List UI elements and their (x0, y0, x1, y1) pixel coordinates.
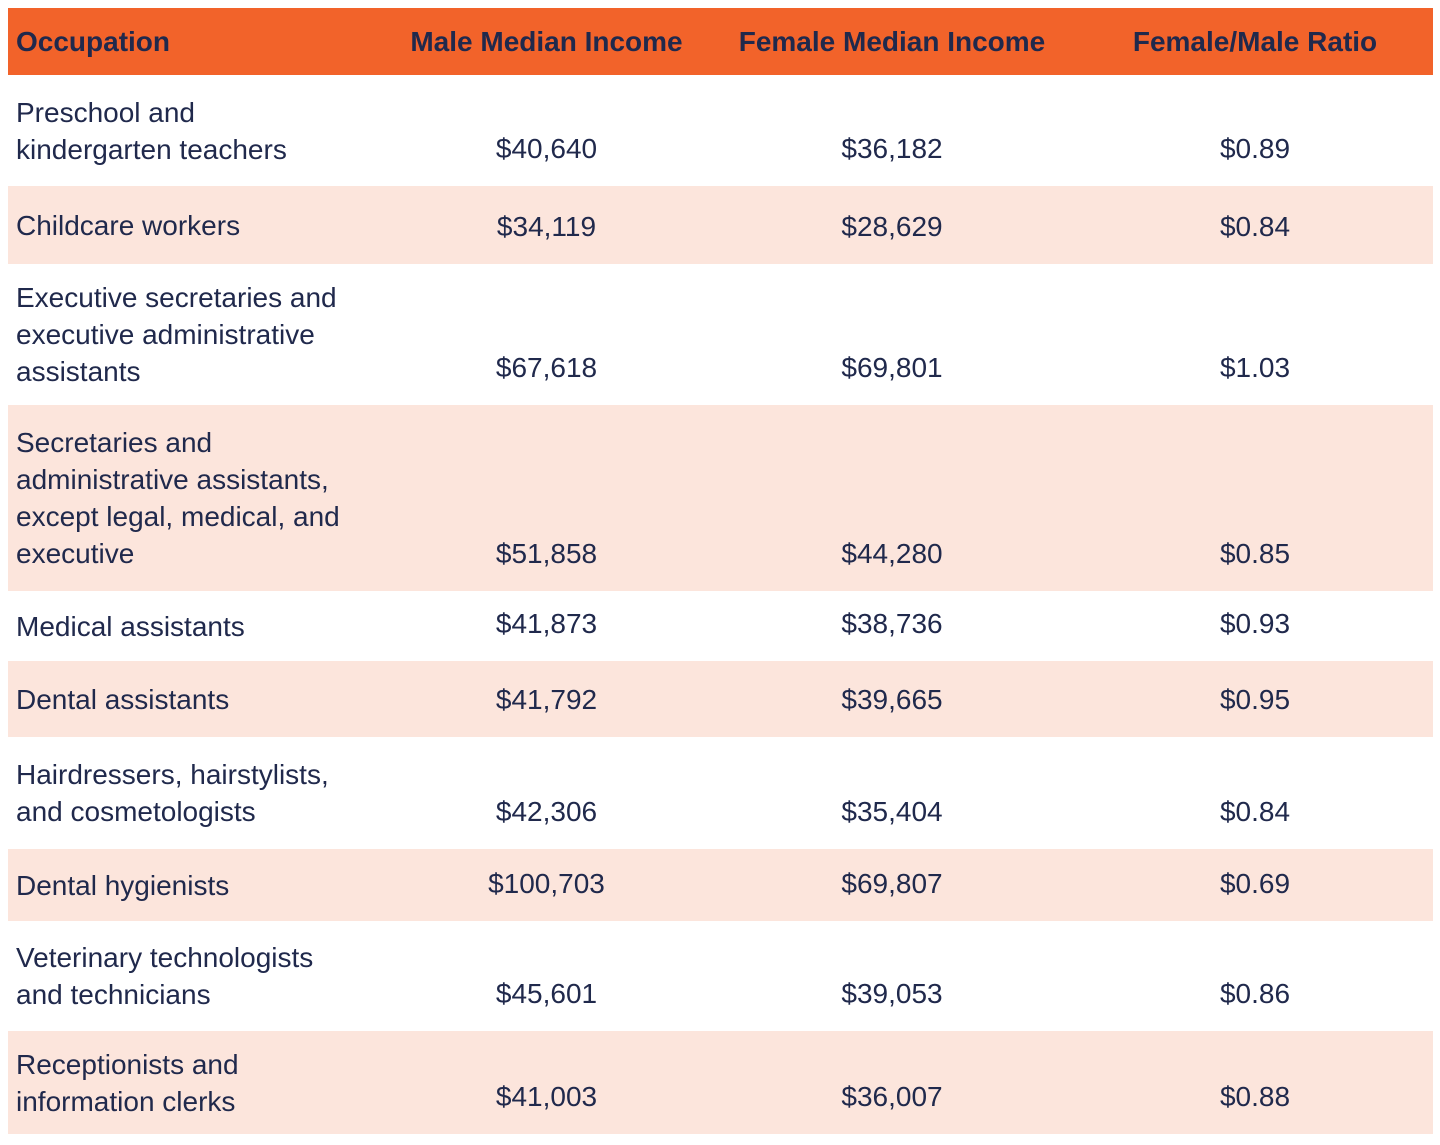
male-income-cell: $41,873 (495, 608, 598, 639)
table-row: Hairdressers, hairstylists, and cosmetol… (8, 737, 1433, 849)
ratio-cell: $0.95 (1219, 684, 1291, 715)
ratio-cell: $0.89 (1219, 133, 1291, 164)
female-income-cell: $69,801 (841, 352, 943, 383)
table-row: Executive secretaries and executive admi… (8, 264, 1433, 405)
female-income-cell: $69,807 (841, 868, 943, 899)
male-income-cell: $67,618 (495, 352, 598, 383)
ratio-cell: $0.84 (1219, 211, 1291, 242)
income-comparison-table: Occupation Male Median Income Female Med… (8, 8, 1433, 1134)
female-income-cell: $36,007 (841, 1081, 943, 1112)
male-income-cell: $34,119 (496, 211, 597, 242)
male-income-cell: $42,306 (495, 796, 598, 827)
male-income-cell: $41,003 (495, 1081, 598, 1112)
occupation-cell: Veterinary technologists and technicians (16, 942, 314, 1010)
male-income-cell: $51,858 (495, 538, 598, 569)
table-row: Medical assistants $41,873 $38,736 $0.93 (8, 591, 1433, 661)
table-row: Veterinary technologists and technicians… (8, 921, 1433, 1031)
male-income-cell: $45,601 (495, 978, 598, 1009)
table-row: Secretaries and administrative assistant… (8, 405, 1433, 591)
table-row: Receptionists and information clerks $41,… (8, 1031, 1433, 1134)
male-income-cell: $40,640 (495, 133, 598, 164)
ratio-cell: $0.69 (1219, 868, 1291, 899)
occupation-cell: Dental assistants (16, 683, 230, 715)
male-income-cell: $100,703 (488, 868, 605, 899)
occupation-cell: Hairdressers, hairstylists, and cosmetol… (16, 759, 329, 827)
column-header-male-median-income: Male Median Income (410, 25, 683, 57)
ratio-cell: $0.84 (1219, 796, 1291, 827)
table-row: Childcare workers $34,119 $28,629 $0.84 (8, 186, 1433, 264)
occupation-cell: Executive secretaries and executive admi… (16, 282, 337, 387)
female-income-cell: $35,404 (841, 796, 943, 827)
column-header-occupation: Occupation (16, 25, 171, 57)
column-header-female-median-income: Female Median Income (738, 25, 1046, 57)
header-row: Occupation Male Median Income Female Med… (8, 8, 1433, 75)
female-income-cell: $39,665 (841, 684, 943, 715)
female-income-cell: $36,182 (841, 133, 943, 164)
table-row: Dental assistants $41,792 $39,665 $0.95 (8, 661, 1433, 737)
female-income-cell: $28,629 (841, 211, 943, 242)
occupation-cell: Preschool and kindergarten teachers (16, 96, 287, 165)
occupation-cell: Secretaries and administrative assistant… (16, 427, 340, 569)
ratio-cell: $1.03 (1219, 352, 1291, 383)
female-income-cell: $44,280 (841, 538, 943, 569)
female-income-cell: $39,053 (841, 978, 943, 1009)
occupation-cell: Childcare workers (16, 209, 241, 241)
occupation-cell: Dental hygienists (16, 869, 230, 901)
ratio-cell: $0.88 (1219, 1081, 1291, 1112)
male-income-cell: $41,792 (495, 684, 598, 715)
occupation-cell: Medical assistants (16, 610, 245, 642)
ratio-cell: $0.86 (1219, 978, 1291, 1009)
ratio-cell: $0.93 (1219, 608, 1291, 639)
female-income-cell: $38,736 (841, 608, 943, 639)
table-row: Preschool and kindergarten teachers $40,6… (8, 75, 1433, 186)
occupation-cell: Receptionists and information clerks (16, 1048, 239, 1117)
column-header-female-male-ratio: Female/Male Ratio (1132, 25, 1378, 57)
table-row: Dental hygienists $100,703 $69,807 $0.69 (8, 849, 1433, 921)
ratio-cell: $0.85 (1219, 538, 1291, 569)
